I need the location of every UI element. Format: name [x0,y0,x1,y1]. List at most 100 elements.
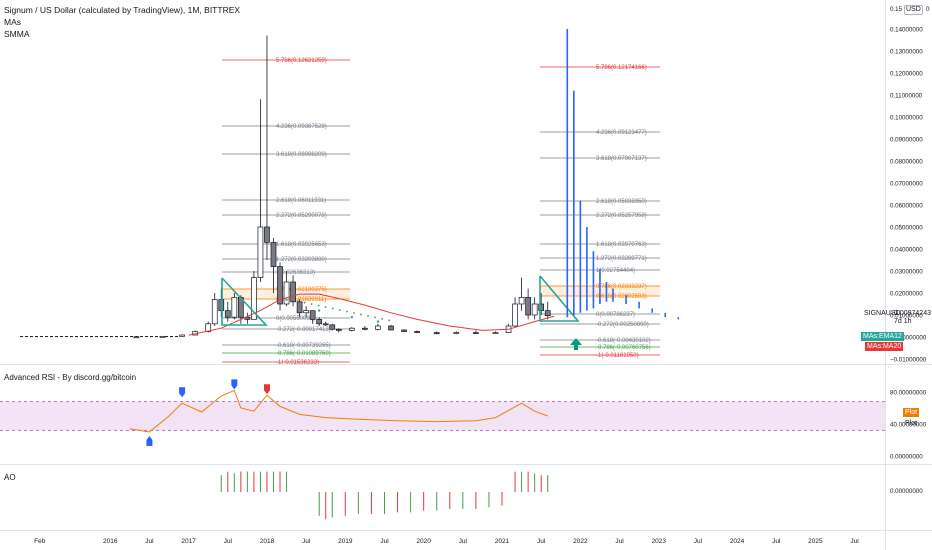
chart-header: Signum / US Dollar (calculated by Tradin… [4,4,240,40]
ema-dot [367,315,369,317]
time-tick-label: 2021 [495,538,510,545]
right-fib-label: 2.272(0.05257958) [596,213,647,219]
rsi-tick-label: 80.00000000 [890,390,927,397]
ema-dot [285,298,288,301]
candle-body [362,327,368,330]
candle-body [244,316,251,320]
left-fib-label: 3.618(0.08098209) [276,152,327,158]
right-fib-label: -0.272(0.00250890) [596,322,649,328]
candle-body [348,327,355,331]
time-tick-label: 2025 [808,538,823,545]
price-tick-label: 0.01000000 [890,313,923,320]
ma20-line [188,293,555,336]
right-fib-label: 5.786(0.12174166) [596,65,647,71]
rsi-pane-title[interactable]: Advanced RSI - By discord.gg/bitcoin [4,373,137,382]
right-fib-label: 4.236(0.09123477) [596,130,647,136]
time-tick-label: Jul [694,538,703,545]
price-chart[interactable]: 5.786(0.12621259) 4.236(0.09387528) 3.618(… [0,0,885,364]
candle-body [179,334,185,337]
candle-body [388,325,394,331]
candle-body [231,297,238,318]
candle-body [316,319,323,325]
left-fib-label: 4.236(0.09387528) [276,124,327,130]
candle-body [257,226,264,278]
candle-body [133,336,140,339]
ema-dot [338,309,341,311]
candle-body [251,277,257,320]
rsi-band [0,401,885,431]
rsi-chart[interactable] [0,365,885,464]
time-tick-label: Jul [459,538,468,545]
price-tick-label: 0.03000000 [890,269,923,276]
candle-body [303,310,309,314]
left-fib-label: 0.618(0.01839911) [276,297,326,303]
indicator-mas-label[interactable]: MAs [4,17,21,27]
candle-body [375,325,381,330]
right-fib-label: -0.786(-0.00760756) [596,345,651,351]
left-fib-label: -1(-0.01536233) [276,360,319,364]
price-axis-separator [885,0,886,550]
bar-countdown: 7d 1h [894,318,912,325]
symbol-tag-name: SIGNAUSD [864,310,901,317]
right-fib-label: 0.618(0.02002583) [596,294,647,300]
price-tick-label: 0.12000000 [890,71,923,78]
right-triangle-pattern [539,275,580,322]
rsi-sell-marker-icon-shape [263,384,270,395]
ema-dot [310,303,313,305]
rsi-tick-label: 0.00000000 [890,454,923,461]
ao-chart[interactable] [0,465,885,530]
rsi-sell-marker-icon [179,387,186,398]
left-fib-label: 2.618(0.06011931) [276,198,326,204]
left-triangle-pattern [221,277,268,326]
candle-body [544,310,551,317]
candle-body [159,335,166,338]
left-fib-label: 5.786(0.12621259) [276,58,327,64]
ema-dot [388,319,391,322]
time-tick-label: 2023 [651,538,666,545]
candle-body [290,281,296,303]
ema12-tag: MAs:EMA12 [861,332,904,341]
price-axis[interactable]: 0.14000000 0.13000000 0.12000000 0.11000000… [886,0,932,530]
ema-dot [296,300,299,302]
currency-badge[interactable]: USD [904,5,923,15]
ema-dot [374,316,376,319]
rsi-sell-marker-icon [263,384,270,395]
time-tick-label: Jul [380,538,389,545]
candle-body [433,332,440,335]
time-axis[interactable]: Feb 2016 Jul 2017 Jul 2018 Jul 2019 Jul 2020 Jul 20… [0,531,885,550]
price-tick-label: 0.14000000 [890,27,923,34]
price-tick-label: 0.11000000 [890,93,923,100]
candle-body [473,332,479,334]
candle-body [492,332,499,334]
last-price-tag: 0.00974243 7d 1h [894,310,931,326]
left-fib-label: 0(0.00550095) [276,316,315,322]
indicator-smma-label[interactable]: SMMA [4,29,30,39]
candle-body [322,323,329,326]
rsi-pane-separator[interactable] [0,364,932,365]
candle-body [414,331,420,333]
right-fib-label: -1(-0.01181950) [596,353,639,359]
left-fib-label: -0.618(-0.00739265) [276,343,331,349]
candle-body [401,329,407,332]
ao-pane-separator[interactable] [0,464,932,465]
right-fib-label: 3.618(0.07907137) [596,156,647,162]
candle-body [270,242,277,267]
ao-pane-title[interactable]: AO [4,473,16,482]
left-fib-label: -0.786(-0.01089760) [276,351,331,357]
ema-dot [376,320,380,323]
price-tick-label: 0.04000000 [890,247,923,254]
price-tick-label: 0.07000000 [890,181,923,188]
price-tick-partial-suffix: 0 [926,6,930,13]
price-tick-label: 0.10000000 [890,115,923,122]
right-fib-label: 1.272(0.03289771) [596,256,647,262]
price-tick-label: 0.02000000 [890,291,923,298]
ema-dot [360,313,362,316]
symbol-title[interactable]: Signum / US Dollar (calculated by Tradin… [4,5,241,15]
ema-dot [317,304,320,307]
ema-dot [324,306,327,308]
time-tick-label: 2022 [573,538,588,545]
buy-arrow-icon [570,338,582,350]
time-tick-label: 2017 [181,538,196,545]
time-tick-label: Jul [537,538,546,545]
right-fib-label: 0.786(0.02333237) [596,284,647,290]
